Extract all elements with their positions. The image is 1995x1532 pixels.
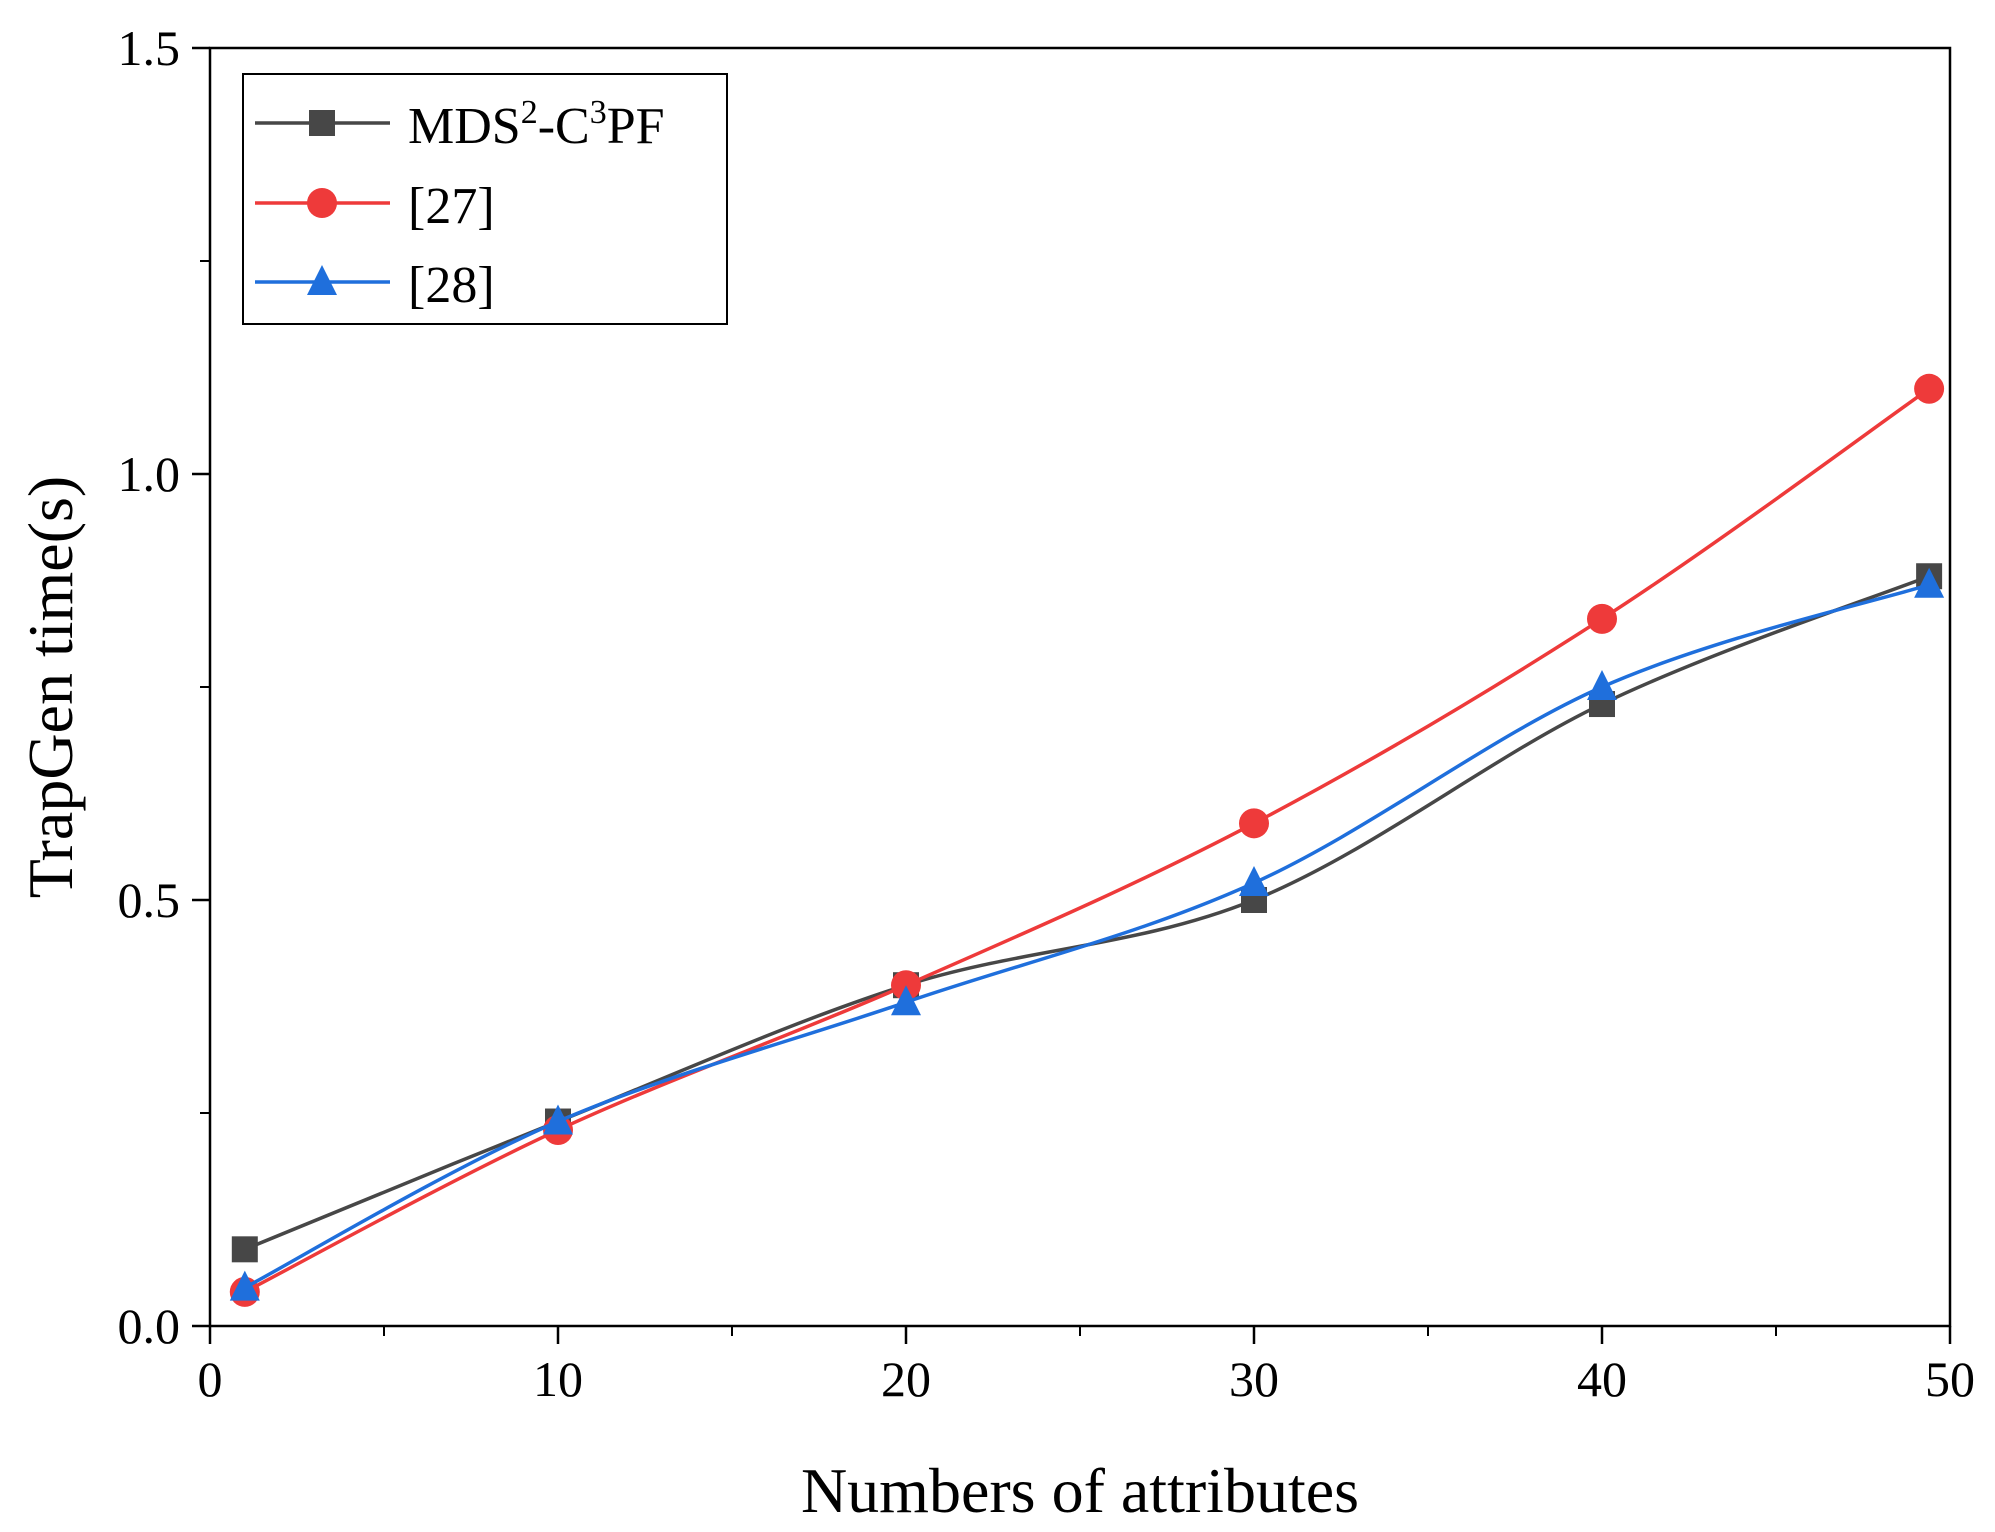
x-tick-label: 40 [1577, 1351, 1627, 1407]
x-tick-label: 0 [198, 1351, 223, 1407]
axis-ticks: 0 10 20 30 40 50 0.0 0.5 1.0 1.5 [118, 20, 1976, 1407]
y-tick-label: 0.5 [118, 872, 181, 928]
data-point-mds2-c3pf [231, 1236, 258, 1263]
y-tick-label: 1.0 [118, 446, 181, 502]
data-point-ref27 [1587, 603, 1617, 634]
series-mds2-c3pf [231, 563, 1943, 1263]
legend-marker-ref28 [307, 265, 337, 295]
legend-label-mds2-c3pf: MDS2-C3PF [408, 94, 665, 155]
series-line-ref27 [243, 387, 1931, 1294]
legend-label-ref27: [27] [408, 178, 495, 235]
data-point-ref28 [1239, 865, 1269, 896]
legend-marker-mds2-c3pf [309, 110, 335, 136]
data-point-ref28 [229, 1270, 260, 1301]
series-group [229, 373, 1945, 1307]
x-tick-label: 50 [1925, 1351, 1975, 1407]
legend: MDS2-C3PF [27] [28] [242, 73, 728, 325]
series-ref27 [229, 373, 1945, 1307]
x-tick-label: 10 [533, 1351, 583, 1407]
data-point-ref28 [1914, 567, 1945, 598]
data-point-ref28 [891, 985, 921, 1016]
data-point-ref27 [1239, 808, 1269, 839]
x-tick-label: 20 [881, 1351, 931, 1407]
series-ref28 [229, 567, 1945, 1301]
series-line-ref28 [243, 583, 1930, 1290]
x-tick-label: 30 [1229, 1351, 1279, 1407]
data-point-ref27 [891, 970, 921, 1001]
legend-label-ref28: [28] [408, 257, 495, 314]
y-axis-title: TrapGen time(s) [15, 476, 86, 898]
y-tick-label: 1.5 [118, 20, 181, 76]
legend-markers [255, 110, 390, 295]
y-tick-label: 0.0 [118, 1298, 181, 1354]
data-point-ref27 [1914, 373, 1945, 404]
data-point-ref28 [543, 1104, 573, 1135]
x-axis-title: Numbers of attributes [801, 1455, 1359, 1526]
legend-marker-ref27 [307, 188, 337, 218]
data-point-ref28 [1587, 670, 1617, 700]
